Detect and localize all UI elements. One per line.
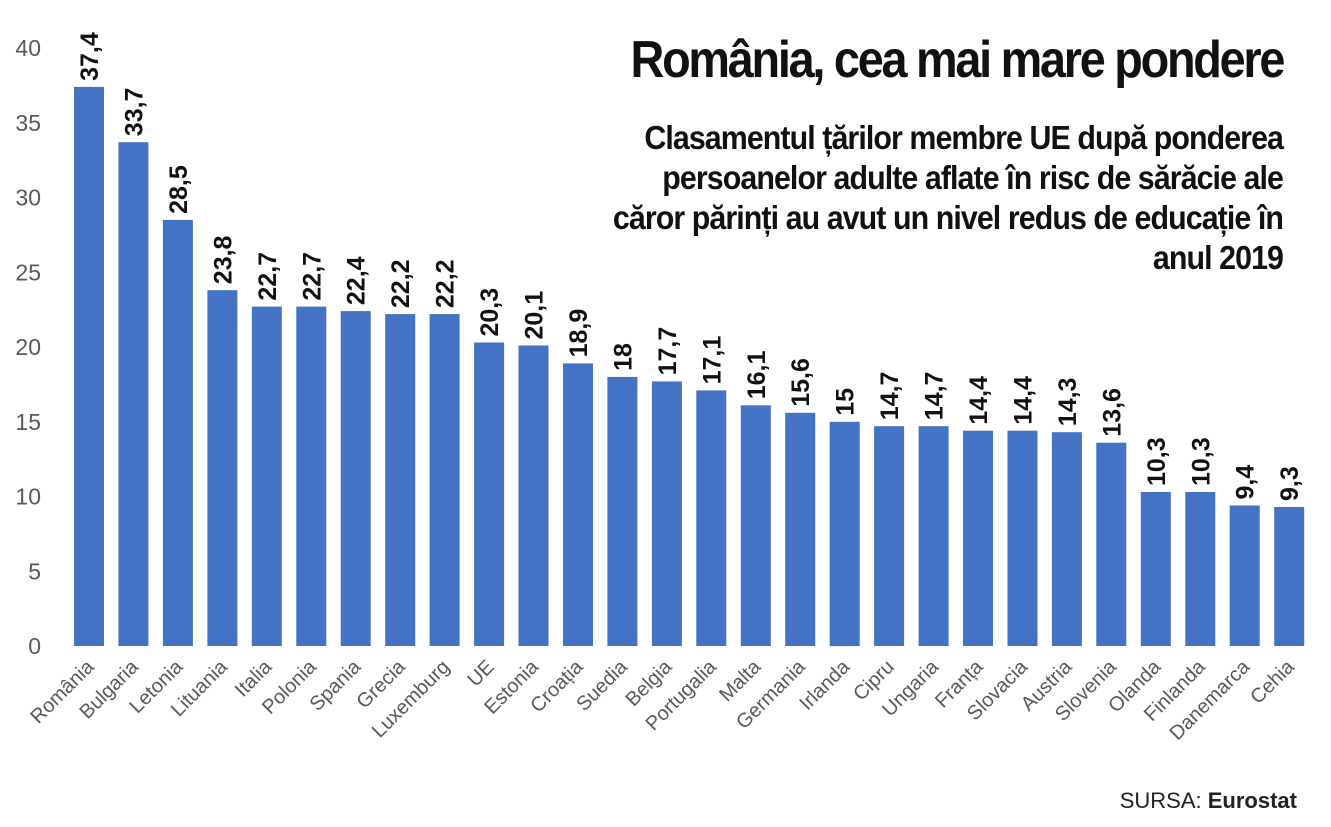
y-axis-ticks: 0 5 10 15 20 25 30 35 40 (15, 35, 41, 659)
value-label: 22,2 (432, 259, 460, 308)
value-label: 14,3 (1054, 378, 1082, 427)
y-tick-label: 0 (28, 633, 41, 659)
x-tick-label: Suedia (572, 655, 632, 715)
source-note: SURSA: Eurostat (1120, 788, 1297, 814)
bar (340, 311, 371, 646)
value-label: 33,7 (120, 88, 148, 137)
bar (1229, 505, 1260, 646)
value-label: 15,6 (787, 358, 815, 407)
bar (740, 405, 771, 646)
value-label: 22,2 (387, 259, 415, 308)
x-tick-label: UE (463, 656, 498, 691)
y-tick-label: 15 (15, 409, 41, 435)
x-tick-label: Spania (306, 655, 366, 715)
value-label: 15 (832, 388, 860, 416)
value-label: 22,4 (343, 256, 371, 305)
value-label: 22,7 (254, 252, 282, 301)
value-label: 20,1 (521, 291, 549, 340)
bar (1140, 492, 1171, 646)
bar (296, 306, 327, 646)
bar (385, 314, 416, 646)
value-label: 13,6 (1098, 388, 1126, 437)
chart-title: România, cea mai mare pondere (630, 31, 1285, 89)
bar (874, 426, 905, 646)
value-label: 18,9 (565, 309, 593, 358)
bar (918, 426, 949, 646)
y-tick-label: 5 (28, 558, 41, 584)
bar (651, 381, 682, 646)
bar (474, 342, 505, 646)
bar (1096, 442, 1127, 646)
value-label: 20,3 (476, 288, 504, 337)
value-label: 17,1 (698, 336, 726, 385)
value-label: 22,7 (298, 252, 326, 301)
bar (963, 430, 993, 646)
bar (118, 142, 149, 646)
bar (1274, 507, 1305, 646)
x-axis-labels: RomâniaBulgariaLetoniaLituaniaItaliaPolo… (26, 655, 1299, 744)
bar (829, 421, 860, 647)
bar (251, 306, 282, 646)
value-label: 18 (609, 343, 637, 371)
y-tick-label: 35 (15, 110, 41, 136)
value-label: 9,4 (1232, 465, 1260, 500)
value-label: 14,4 (1010, 376, 1038, 425)
value-label: 14,7 (876, 372, 904, 421)
value-label: 9,3 (1276, 466, 1304, 501)
y-tick-label: 10 (15, 484, 41, 510)
bar (429, 314, 460, 646)
bar (607, 376, 638, 646)
y-tick-label: 20 (15, 334, 41, 360)
bar (1051, 432, 1082, 646)
value-labels: 37,4 33,7 28,5 23,8 22,7 22,7 22,4 22,2 22,2 20,3… (76, 32, 1304, 501)
y-tick-label: 40 (15, 35, 41, 61)
value-label: 28,5 (165, 165, 193, 214)
bar (1185, 492, 1216, 646)
value-label: 14,4 (965, 376, 993, 425)
value-label: 37,4 (76, 32, 104, 81)
value-label: 10,3 (1143, 437, 1171, 486)
y-tick-label: 30 (15, 185, 41, 211)
bar (1007, 430, 1038, 646)
bar (162, 219, 193, 646)
bar (207, 290, 238, 646)
value-label: 10,3 (1187, 437, 1215, 486)
bar (74, 86, 104, 646)
value-label: 16,1 (743, 351, 771, 400)
source-label: SURSA: (1119, 788, 1202, 813)
value-label: 17,7 (654, 327, 682, 376)
x-tick-label: Cehia (1246, 655, 1299, 708)
bar (785, 412, 816, 646)
chart-subtitle: Clasamentul țărilor membre UE după ponde… (612, 119, 1284, 276)
bar (696, 390, 727, 646)
value-label: 23,8 (209, 235, 237, 284)
source-name: Eurostat (1207, 788, 1297, 813)
x-tick-label: Irlanda (795, 655, 854, 714)
bar (518, 345, 549, 646)
bar (563, 363, 593, 646)
bar-series (74, 86, 1305, 647)
value-label: 14,7 (921, 372, 949, 421)
y-tick-label: 25 (15, 259, 41, 285)
